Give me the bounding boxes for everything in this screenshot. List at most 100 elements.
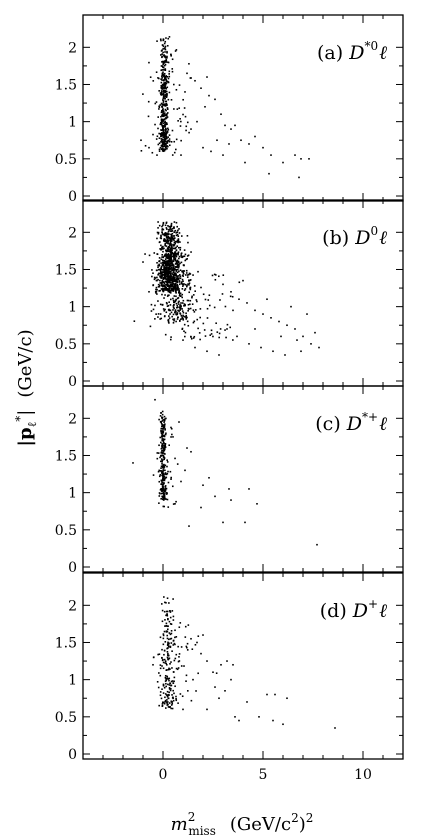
scatter-point	[165, 694, 168, 696]
scatter-point	[192, 274, 194, 276]
scatter-point	[162, 100, 165, 102]
scatter-point	[166, 699, 168, 701]
scatter-point	[188, 280, 190, 282]
scatter-point	[152, 656, 155, 659]
scatter-point	[172, 260, 175, 263]
scatter-point	[160, 274, 163, 277]
scatter-point	[189, 273, 192, 275]
scatter-point	[170, 279, 172, 282]
scatter-point	[238, 281, 241, 284]
scatter-point	[161, 413, 164, 416]
scatter-point	[163, 149, 166, 152]
scatter-point	[171, 249, 173, 251]
scatter-point	[162, 149, 164, 151]
scatter-point	[186, 320, 189, 323]
scatter-point	[174, 309, 177, 311]
scatter-point	[202, 146, 204, 149]
scatter-point	[173, 151, 176, 154]
scatter-point	[162, 469, 165, 471]
scatter-point	[168, 679, 170, 682]
scatter-point	[166, 610, 169, 613]
scatter-point	[185, 680, 187, 682]
scatter-point	[162, 633, 165, 635]
scatter-point	[171, 68, 174, 70]
scatter-point	[179, 248, 182, 251]
scatter-point	[166, 613, 168, 615]
scatter-point	[165, 249, 167, 251]
scatter-point	[165, 267, 168, 269]
scatter-point	[164, 125, 166, 128]
scatter-point	[256, 503, 258, 505]
panel-1: 00.511.52 (a) D*0ℓ	[55, 14, 404, 205]
scatter-point	[162, 92, 165, 95]
scatter-point	[170, 253, 172, 255]
scatter-point	[161, 264, 164, 266]
scatter-point	[162, 491, 165, 494]
scatter-point	[159, 279, 161, 282]
scatter-point	[176, 259, 179, 262]
scatter-point	[164, 446, 167, 448]
scatter-point	[168, 279, 171, 281]
scatter-point	[184, 288, 187, 290]
scatter-point	[185, 674, 188, 677]
scatter-point	[161, 69, 164, 71]
scatter-point	[163, 139, 166, 142]
scatter-point	[170, 276, 173, 278]
scatter-point	[165, 134, 167, 136]
scatter-point	[166, 614, 169, 617]
scatter-point	[167, 248, 170, 251]
x-tick-label: 0	[159, 767, 168, 783]
scatter-point	[161, 433, 164, 436]
scatter-point	[170, 250, 173, 253]
scatter-point	[170, 623, 173, 626]
scatter-point	[173, 692, 175, 695]
scatter-point	[132, 462, 134, 464]
scatter-point	[164, 473, 166, 475]
scatter-point	[167, 232, 169, 235]
scatter-point	[164, 427, 166, 430]
scatter-point	[167, 309, 170, 311]
scatter-point	[160, 432, 163, 434]
scatter-point	[164, 91, 167, 94]
scatter-point	[168, 317, 171, 319]
y-tick-label: 1	[68, 673, 77, 689]
scatter-point	[140, 150, 143, 152]
scatter-point	[163, 476, 165, 478]
scatter-point	[166, 302, 168, 305]
scatter-point	[170, 222, 173, 225]
scatter-point	[160, 234, 162, 237]
scatter-point	[164, 269, 166, 271]
scatter-points	[140, 36, 310, 179]
scatter-point	[187, 273, 190, 276]
scatter-point	[188, 282, 191, 285]
scatter-point	[170, 233, 172, 236]
scatter-point	[163, 75, 165, 78]
scatter-point	[167, 277, 170, 279]
scatter-point	[210, 329, 213, 332]
scatter-point	[165, 241, 168, 244]
scatter-point	[162, 111, 164, 114]
scatter-point	[167, 247, 170, 249]
scatter-point	[163, 415, 166, 418]
scatter-point	[166, 130, 169, 133]
scatter-point	[165, 614, 167, 617]
scatter-point	[162, 449, 164, 451]
scatter-point	[156, 135, 159, 138]
scatter-point	[177, 241, 179, 244]
scatter-point	[161, 229, 163, 231]
scatter-point	[178, 84, 181, 86]
scatter-point	[162, 61, 165, 64]
scatter-point	[172, 503, 175, 505]
scatter-point	[178, 300, 180, 303]
scatter-point	[170, 632, 173, 635]
scatter-point	[165, 432, 167, 435]
scatter-point	[177, 240, 180, 243]
scatter-point	[177, 303, 180, 305]
scatter-point	[204, 335, 207, 337]
scatter-point	[164, 260, 167, 263]
scatter-point	[166, 701, 169, 703]
scatter-point	[163, 442, 165, 444]
scatter-point	[176, 318, 179, 320]
scatter-point	[178, 283, 181, 286]
scatter-point	[172, 640, 175, 642]
